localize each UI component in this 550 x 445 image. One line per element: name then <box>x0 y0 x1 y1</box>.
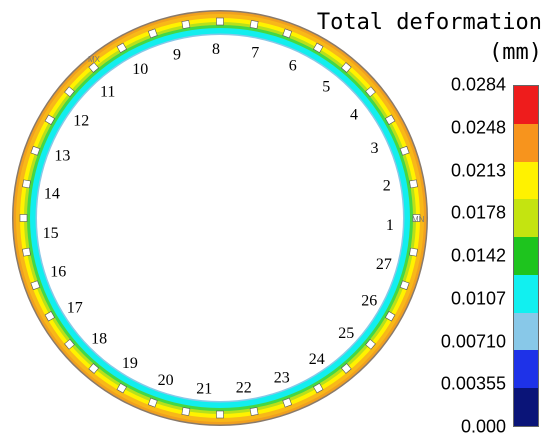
legend-swatch-8 <box>514 350 538 389</box>
point-label-12: 12 <box>73 113 89 130</box>
ring-block <box>22 247 31 257</box>
legend-title-text: Total deformation <box>316 10 542 35</box>
point-label-15: 15 <box>43 225 59 242</box>
point-label-18: 18 <box>91 331 107 348</box>
point-label-27: 27 <box>376 256 392 273</box>
ring-block <box>116 382 127 394</box>
point-label-7: 7 <box>251 45 259 62</box>
ring-blocks <box>19 17 421 419</box>
legend-swatch-9 <box>514 388 538 427</box>
legend-swatch-1 <box>514 86 538 124</box>
ring-block <box>399 280 410 291</box>
legend-swatch-5 <box>514 237 538 275</box>
legend-value-label: 0.0284 <box>450 74 506 95</box>
ring-block <box>340 363 352 374</box>
ring-block <box>365 86 376 98</box>
ring-block <box>313 42 324 54</box>
ring-block <box>384 311 396 322</box>
legend-color-bar <box>513 85 539 427</box>
legend-swatch-2 <box>514 123 538 162</box>
point-label-1: 1 <box>386 217 394 234</box>
ring-block <box>399 145 410 156</box>
ring-block <box>30 145 41 156</box>
ring-block <box>282 397 293 408</box>
point-label-20: 20 <box>158 372 174 389</box>
legend-value-label: 0.0107 <box>450 288 506 309</box>
point-label-24: 24 <box>309 351 325 368</box>
ring-block <box>88 363 100 374</box>
ring-bands <box>12 10 428 426</box>
point-label-13: 13 <box>54 147 70 164</box>
ring-block <box>409 179 418 189</box>
ring-block <box>147 28 158 39</box>
point-label-16: 16 <box>50 264 66 281</box>
ring-block <box>249 407 259 416</box>
point-label-22: 22 <box>236 379 252 396</box>
legend-swatch-3 <box>514 161 538 200</box>
legend-swatch-7 <box>514 312 538 351</box>
min-marker: MN <box>412 215 425 224</box>
legend-swatch-6 <box>514 274 538 313</box>
legend-swatch-4 <box>514 199 538 238</box>
legend-value-label: 0.0213 <box>450 160 506 180</box>
ring-block <box>340 62 352 73</box>
point-label-5: 5 <box>322 78 330 95</box>
point-label-10: 10 <box>132 61 148 78</box>
ring-block <box>282 28 293 39</box>
ring-block <box>409 247 418 257</box>
ring-block <box>313 382 324 394</box>
legend-unit: (mm) <box>489 40 542 65</box>
point-label-6: 6 <box>289 57 297 74</box>
legend-value-label: 0.0248 <box>450 117 506 138</box>
point-label-23: 23 <box>274 369 290 386</box>
ring-block <box>384 114 396 125</box>
ring-block <box>365 338 376 350</box>
ring-block <box>44 311 56 322</box>
ring-block <box>19 214 28 222</box>
ring-block <box>181 407 191 416</box>
max-marker: MX <box>88 55 101 64</box>
ring-block <box>116 42 127 54</box>
point-label-3: 3 <box>371 140 379 157</box>
legend-value-label: 0.0142 <box>450 245 506 266</box>
ring-block <box>22 179 31 189</box>
point-label-26: 26 <box>361 293 377 310</box>
point-label-2: 2 <box>383 178 391 195</box>
point-label-17: 17 <box>67 299 83 316</box>
ring-block <box>88 62 100 73</box>
ring-block <box>216 17 224 26</box>
legend-title: Total deformation (mm) <box>317 8 542 68</box>
ring-block <box>147 397 158 408</box>
point-label-11: 11 <box>100 83 115 100</box>
ring-block <box>181 20 191 29</box>
point-label-19: 19 <box>122 355 138 372</box>
ring-block <box>412 214 421 222</box>
point-label-8: 8 <box>212 41 220 58</box>
legend-value-label: 0.0178 <box>450 202 506 223</box>
point-label-21: 21 <box>196 380 212 397</box>
ring-block <box>216 410 224 419</box>
point-label-14: 14 <box>44 185 60 202</box>
ring-block <box>64 86 75 98</box>
ring-block <box>30 280 41 291</box>
point-label-9: 9 <box>173 47 181 64</box>
point-label-4: 4 <box>350 106 358 123</box>
ring-band-9 <box>37 35 403 401</box>
point-label-25: 25 <box>338 325 354 342</box>
legend-value-label: 0.00710 <box>440 331 506 351</box>
ring-block <box>64 338 75 350</box>
legend-value-label: 0.00355 <box>440 373 506 394</box>
legend-value-label: 0.000 <box>460 416 506 437</box>
ring-block <box>249 20 259 29</box>
ring-block <box>44 114 56 125</box>
